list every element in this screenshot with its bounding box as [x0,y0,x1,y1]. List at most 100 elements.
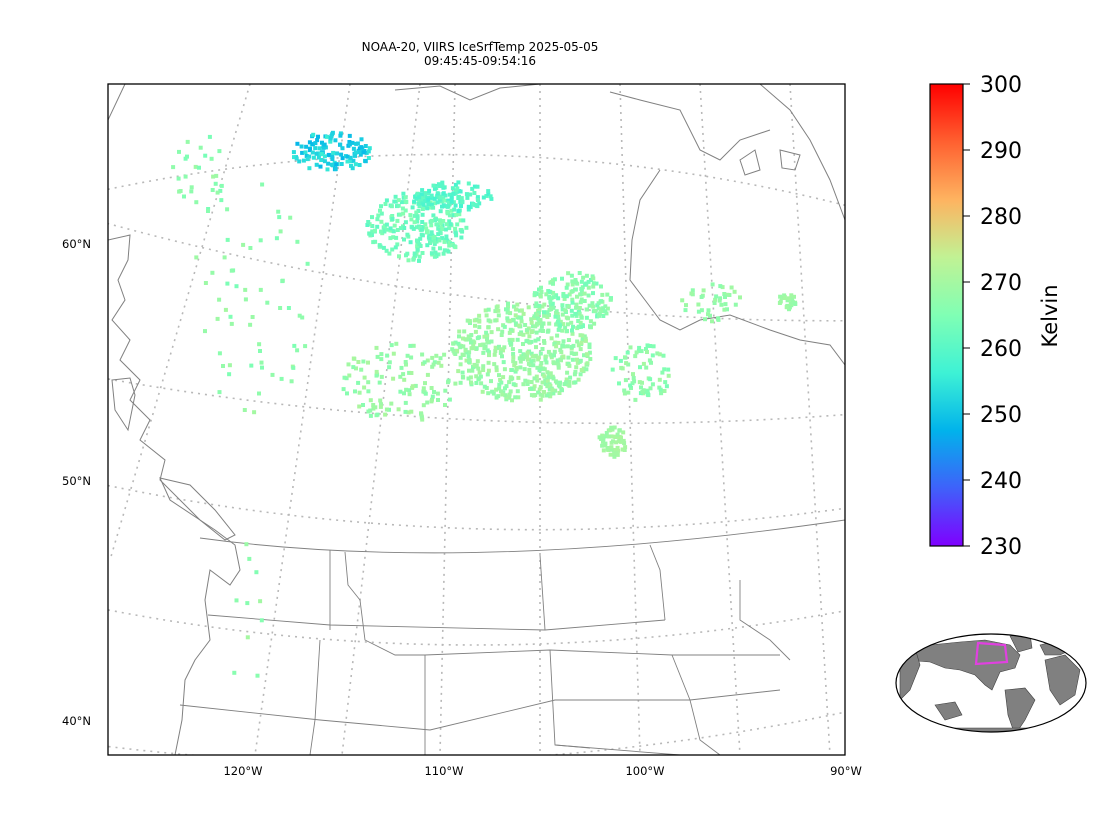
temperature-point [600,443,605,448]
temperature-point [683,308,688,313]
temperature-point [533,354,538,359]
temperature-point [603,309,608,314]
temperature-point [436,232,441,237]
temperature-point [551,290,556,295]
temperature-point [473,323,477,328]
temperature-point [457,334,461,339]
temperature-point [415,244,420,249]
temperature-point [560,312,565,317]
temperature-point [455,222,460,227]
temperature-point [466,376,471,381]
temperature-point [355,141,360,146]
temperature-point [189,185,194,190]
temperature-point [538,317,543,322]
temperature-point [436,398,440,402]
temperature-point [248,322,253,327]
temperature-point [542,340,547,345]
temperature-point [560,388,564,393]
temperature-point [536,337,541,342]
temperature-point [304,144,309,149]
temperature-point [566,271,571,276]
temperature-point [404,387,409,392]
temperature-point [437,238,442,243]
temperature-point [367,231,372,236]
temperature-point [498,347,503,352]
temperature-point [379,374,384,379]
temperature-point [733,302,738,307]
island-1 [111,377,136,432]
temperature-point [481,195,486,200]
temperature-point [371,403,376,407]
temperature-point [527,339,532,344]
coast-north [108,84,126,121]
temperature-point [379,204,383,209]
temperature-point [628,383,633,388]
temperature-point [291,150,296,155]
temperature-point [605,446,610,451]
temperature-point [551,281,555,286]
temperature-point [519,319,524,324]
temperature-point [507,395,512,400]
temperature-point [462,329,467,334]
temperature-point [421,225,425,229]
temperature-point [532,384,537,389]
temperature-point [578,300,583,305]
temperature-point [412,251,417,256]
temperature-point [609,434,614,439]
temperature-point [633,354,638,359]
temperature-point [508,389,513,394]
temperature-point [313,141,318,146]
temperature-point [497,344,501,349]
temperature-point [602,434,607,439]
temperature-point [459,235,464,240]
colorbar-tick-label: 290 [980,139,1022,164]
temperature-point [680,298,685,303]
temperature-point [629,386,633,390]
temperature-point [375,412,380,417]
temperature-point [633,397,638,402]
temperature-point [354,366,358,371]
temperature-point [531,393,536,398]
temperature-point [502,345,507,350]
temperature-point [361,359,366,364]
temperature-point [579,340,584,345]
temperature-point [566,304,571,309]
lat-label-50: 50°N [62,474,91,488]
temperature-point [507,337,512,342]
temperature-point [516,375,521,380]
temperature-point [429,202,434,207]
temperature-point [576,319,581,323]
temperature-point [414,196,419,201]
temperature-point [576,377,581,382]
temperature-point [482,334,487,339]
temperature-point [474,381,479,385]
meridian-95w [699,84,741,755]
temperature-point [341,387,346,392]
temperature-point [480,389,485,394]
temperature-point [560,307,565,312]
map-frame [107,83,846,756]
temperature-point [465,195,470,200]
temperature-point [411,343,416,348]
temperature-point [370,224,375,228]
temperature-point [628,345,633,350]
temperature-point [723,295,727,299]
temperature-point [453,245,458,250]
temperature-point [300,315,305,320]
temperature-point [587,303,592,308]
temperature-point [443,403,447,407]
temperature-point [573,278,578,282]
temperature-point [325,167,330,172]
temperature-point [459,196,464,201]
temperature-point [604,431,609,435]
temperature-point [657,352,662,357]
temperature-point [548,299,553,304]
temperature-point [329,162,334,167]
temperature-point [461,375,466,380]
temperature-point [530,354,535,359]
temperature-point [663,380,668,385]
temperature-point [347,140,352,144]
temperature-point [448,222,453,227]
temperature-point [718,296,723,301]
temperature-point [485,333,490,338]
